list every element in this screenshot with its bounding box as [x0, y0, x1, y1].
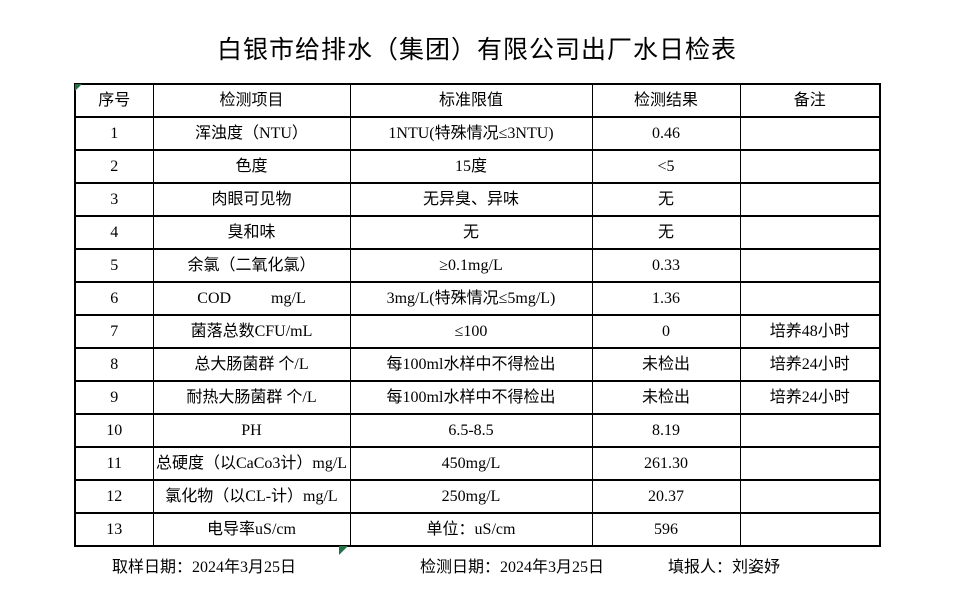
cell-limit: 1NTU(特殊情况≤3NTU) — [349, 116, 593, 151]
cell-no: 11 — [74, 446, 154, 481]
header-standard-limit: 标准限值 — [349, 83, 593, 118]
table-row: 11 总硬度（以CaCo3计）mg/L 450mg/L 261.30 — [74, 446, 881, 481]
cell-note — [739, 446, 881, 481]
table-row: 9 耐热大肠菌群 个/L 每100ml水样中不得检出 未检出 培养24小时 — [74, 380, 881, 415]
excel-corner-marker-icon — [75, 84, 82, 91]
cell-note — [739, 248, 881, 283]
cell-note — [739, 215, 881, 250]
table-body: 1 浑浊度（NTU） 1NTU(特殊情况≤3NTU) 0.46 2 色度 15度… — [74, 116, 881, 547]
cell-result: 8.19 — [591, 413, 741, 448]
table-row: 12 氯化物（以CL-计）mg/L 250mg/L 20.37 — [74, 479, 881, 514]
cell-no: 13 — [74, 512, 154, 547]
excel-flag-marker-icon — [339, 546, 348, 555]
table-row: 3 肉眼可见物 无异臭、异味 无 — [74, 182, 881, 217]
cell-result: 未检出 — [591, 380, 741, 415]
cell-item: PH — [152, 413, 351, 448]
cell-note — [739, 512, 881, 547]
cell-item: 臭和味 — [152, 215, 351, 250]
table-row: 2 色度 15度 <5 — [74, 149, 881, 184]
cell-result: 0 — [591, 314, 741, 349]
page-title: 白银市给排水（集团）有限公司出厂水日检表 — [216, 37, 737, 64]
cell-item: 总大肠菌群 个/L — [152, 347, 351, 382]
table-row: 5 余氯（二氧化氯） ≥0.1mg/L 0.33 — [74, 248, 881, 283]
cell-no: 9 — [74, 380, 154, 415]
inspection-table-container: 序号 检测项目 标准限值 检测结果 备注 1 浑浊度（NTU） 1NTU(特殊情… — [74, 83, 881, 547]
cell-limit: 单位：uS/cm — [349, 512, 593, 547]
cell-note — [739, 413, 881, 448]
test-date-text: 检测日期：2024年3月25日 — [420, 559, 605, 576]
header-remarks: 备注 — [739, 83, 881, 118]
cell-result: 无 — [591, 182, 741, 217]
cell-note — [739, 479, 881, 514]
header-row: 序号 检测项目 标准限值 检测结果 备注 — [74, 83, 881, 118]
cell-no: 1 — [74, 116, 154, 151]
cell-no: 12 — [74, 479, 154, 514]
reporter-text: 填报人：刘姿妤 — [668, 559, 781, 576]
cell-item: 肉眼可见物 — [152, 182, 351, 217]
cell-limit: 450mg/L — [349, 446, 593, 481]
cell-result: 无 — [591, 215, 741, 250]
header-test-item: 检测项目 — [152, 83, 351, 118]
cell-limit: ≤100 — [349, 314, 593, 349]
cell-note — [739, 149, 881, 184]
cell-result: 0.33 — [591, 248, 741, 283]
inspection-table: 序号 检测项目 标准限值 检测结果 备注 1 浑浊度（NTU） 1NTU(特殊情… — [74, 83, 881, 547]
cell-item: 总硬度（以CaCo3计）mg/L — [152, 446, 351, 481]
cell-item: 电导率uS/cm — [152, 512, 351, 547]
sampling-date-text: 取样日期：2024年3月25日 — [112, 559, 297, 576]
cell-no: 6 — [74, 281, 154, 316]
cell-no: 5 — [74, 248, 154, 283]
cell-result: 未检出 — [591, 347, 741, 382]
cell-result: 0.46 — [591, 116, 741, 151]
cell-result: 1.36 — [591, 281, 741, 316]
cell-no: 10 — [74, 413, 154, 448]
cell-result: 261.30 — [591, 446, 741, 481]
cell-result: <5 — [591, 149, 741, 184]
table-row: 6 COD mg/L 3mg/L(特殊情况≤5mg/L) 1.36 — [74, 281, 881, 316]
cell-note: 培养48小时 — [739, 314, 881, 349]
cell-result: 20.37 — [591, 479, 741, 514]
table-row: 4 臭和味 无 无 — [74, 215, 881, 250]
cell-result: 596 — [591, 512, 741, 547]
cell-limit: 6.5-8.5 — [349, 413, 593, 448]
table-row: 13 电导率uS/cm 单位：uS/cm 596 — [74, 512, 881, 547]
cell-note — [739, 116, 881, 151]
cell-limit: 3mg/L(特殊情况≤5mg/L) — [349, 281, 593, 316]
cell-item: COD mg/L — [152, 281, 351, 316]
cell-item: 耐热大肠菌群 个/L — [152, 380, 351, 415]
cell-limit: 15度 — [349, 149, 593, 184]
table-row: 1 浑浊度（NTU） 1NTU(特殊情况≤3NTU) 0.46 — [74, 116, 881, 151]
cell-item: 菌落总数CFU/mL — [152, 314, 351, 349]
table-row: 7 菌落总数CFU/mL ≤100 0 培养48小时 — [74, 314, 881, 349]
cell-item: 氯化物（以CL-计）mg/L — [152, 479, 351, 514]
cell-no: 3 — [74, 182, 154, 217]
cell-item: 浑浊度（NTU） — [152, 116, 351, 151]
header-test-result: 检测结果 — [591, 83, 741, 118]
table-row: 8 总大肠菌群 个/L 每100ml水样中不得检出 未检出 培养24小时 — [74, 347, 881, 382]
cell-limit: 每100ml水样中不得检出 — [349, 347, 593, 382]
cell-no: 4 — [74, 215, 154, 250]
cell-limit: 250mg/L — [349, 479, 593, 514]
cell-note — [739, 182, 881, 217]
cell-no: 2 — [74, 149, 154, 184]
cell-no: 7 — [74, 314, 154, 349]
cell-note: 培养24小时 — [739, 347, 881, 382]
cell-note — [739, 281, 881, 316]
cell-note: 培养24小时 — [739, 380, 881, 415]
cell-no: 8 — [74, 347, 154, 382]
cell-item: 余氯（二氧化氯） — [152, 248, 351, 283]
cell-limit: ≥0.1mg/L — [349, 248, 593, 283]
header-serial-number: 序号 — [74, 83, 154, 118]
cell-limit: 无 — [349, 215, 593, 250]
cell-item: 色度 — [152, 149, 351, 184]
cell-limit: 无异臭、异味 — [349, 182, 593, 217]
table-row: 10 PH 6.5-8.5 8.19 — [74, 413, 881, 448]
cell-limit: 每100ml水样中不得检出 — [349, 380, 593, 415]
footer: 取样日期：2024年3月25日 检测日期：2024年3月25日 填报人：刘姿妤 — [0, 553, 954, 576]
